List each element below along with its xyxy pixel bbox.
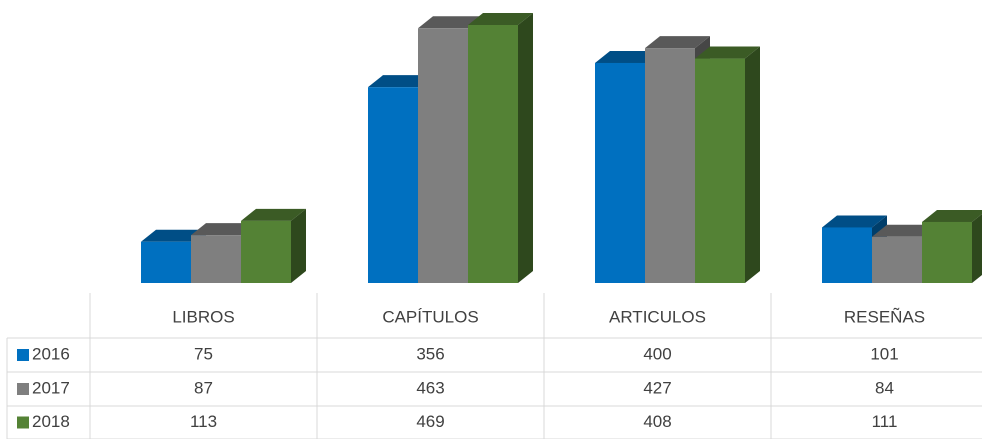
bar-side [291, 208, 306, 283]
bar [872, 236, 922, 283]
bar-top [141, 229, 206, 242]
bar [468, 25, 518, 283]
table-value: 356 [416, 344, 444, 363]
bar [418, 28, 468, 283]
table-value: 408 [643, 412, 671, 431]
bar [191, 235, 241, 283]
bar-top [695, 46, 760, 59]
legend-swatch [17, 383, 29, 395]
bar-top [468, 13, 533, 25]
bar-top [872, 224, 937, 237]
bar-side [972, 213, 982, 283]
bar-top [241, 208, 306, 221]
table-value: 84 [875, 378, 894, 397]
bar [241, 220, 291, 283]
bar [645, 48, 695, 283]
legend-swatch [17, 349, 29, 361]
table-value: 427 [643, 378, 671, 397]
table-value: 463 [416, 378, 444, 397]
bar [922, 221, 972, 283]
bar [368, 87, 418, 283]
bar-top [922, 209, 982, 222]
bar-side [518, 13, 533, 283]
table-value: 101 [870, 344, 898, 363]
table-value: 75 [194, 344, 213, 363]
table-value: 87 [194, 378, 213, 397]
legend-label: 2017 [32, 378, 70, 397]
table-value: 111 [872, 412, 898, 431]
bar-top [645, 36, 710, 49]
bar-top [418, 16, 483, 29]
table-value: 113 [190, 412, 217, 431]
category-label: RESEÑAS [844, 307, 925, 326]
bar-top [822, 215, 887, 228]
bar [695, 58, 745, 283]
bar [822, 227, 872, 283]
category-label: ARTICULOS [609, 307, 706, 326]
table-value: 400 [643, 344, 671, 363]
bar-top [191, 223, 256, 236]
legend-swatch [17, 416, 29, 429]
bar [595, 62, 645, 284]
bar-top [368, 75, 433, 88]
legend-label: 2016 [32, 344, 70, 363]
legend-label: 2018 [32, 412, 70, 431]
bar-top [595, 50, 660, 63]
bar-side [745, 46, 760, 283]
bar [141, 241, 191, 283]
category-label: LIBROS [172, 307, 234, 326]
table-value: 469 [416, 412, 444, 431]
category-label: CAPÍTULOS [382, 307, 478, 326]
